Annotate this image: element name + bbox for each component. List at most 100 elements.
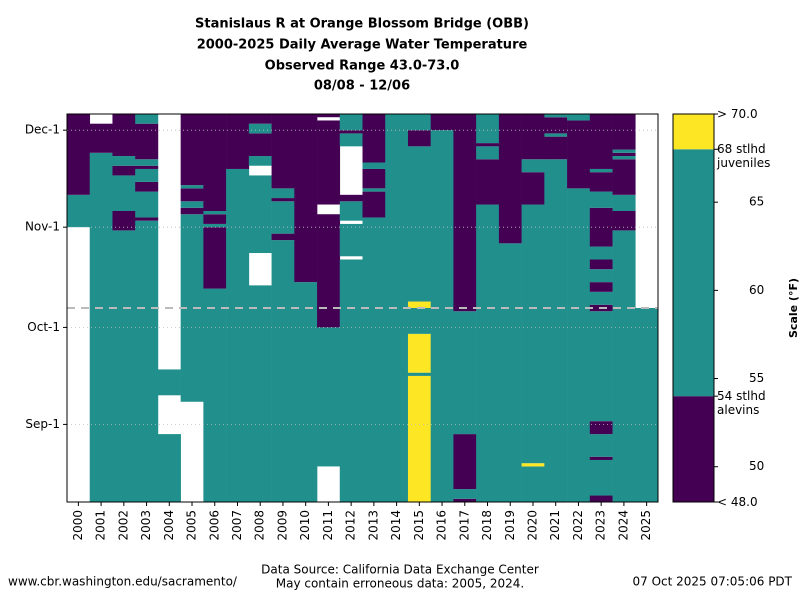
x-tick-label: 2010 bbox=[298, 510, 312, 541]
x-tick-label: 2020 bbox=[525, 510, 539, 541]
x-tick-label: 2025 bbox=[639, 510, 653, 541]
cell bbox=[135, 191, 159, 218]
cell bbox=[612, 211, 636, 231]
cell bbox=[430, 130, 454, 502]
colorbar-band bbox=[673, 114, 714, 150]
y-tick-label: Nov-1 bbox=[25, 220, 60, 234]
cell bbox=[203, 227, 227, 289]
cell bbox=[203, 114, 227, 211]
cell bbox=[612, 156, 636, 160]
cell bbox=[362, 162, 386, 169]
cell bbox=[135, 159, 159, 166]
title: Stanislaus R at Orange Blossom Bridge (O… bbox=[195, 17, 529, 32]
colorbar-tick-label: 65 bbox=[749, 195, 764, 209]
cell bbox=[453, 311, 477, 435]
cell bbox=[248, 114, 272, 124]
cell bbox=[589, 459, 613, 496]
x-tick-label: 2011 bbox=[321, 510, 335, 541]
cell bbox=[567, 188, 591, 502]
x-tick-label: 2024 bbox=[616, 510, 630, 541]
cell bbox=[248, 156, 272, 166]
x-tick-label: 2018 bbox=[480, 510, 494, 541]
cell bbox=[180, 185, 204, 189]
cell bbox=[476, 143, 500, 147]
colorbar-tick-label: 50 bbox=[749, 459, 764, 473]
x-tick-label: 2022 bbox=[571, 510, 585, 541]
cell bbox=[317, 327, 341, 467]
x-tick-label: 2006 bbox=[207, 510, 221, 541]
cell bbox=[521, 159, 545, 173]
cell bbox=[407, 301, 431, 308]
cell bbox=[339, 223, 363, 257]
cell bbox=[271, 114, 295, 189]
cell bbox=[112, 165, 136, 176]
cell bbox=[589, 207, 613, 247]
cell bbox=[362, 191, 386, 218]
colorbar-label: > 70.0 bbox=[717, 107, 758, 121]
cell bbox=[544, 114, 568, 118]
cell bbox=[180, 214, 204, 402]
cell bbox=[362, 188, 386, 192]
cell bbox=[589, 246, 613, 260]
cell bbox=[135, 165, 159, 169]
cell bbox=[453, 489, 477, 499]
cell bbox=[612, 152, 636, 157]
cell bbox=[271, 201, 295, 234]
cell bbox=[135, 114, 159, 124]
x-tick-label: 2004 bbox=[162, 510, 176, 541]
cell bbox=[203, 288, 227, 502]
cell bbox=[135, 181, 159, 192]
x-tick-label: 2017 bbox=[457, 510, 471, 541]
x-tick-label: 2008 bbox=[253, 510, 267, 541]
x-tick-label: 2013 bbox=[366, 510, 380, 541]
colorbar-label: Scale (°F) bbox=[787, 278, 800, 338]
cell bbox=[589, 114, 613, 169]
cell bbox=[589, 282, 613, 292]
colorbar-band bbox=[673, 396, 714, 502]
cell bbox=[362, 168, 386, 189]
cell bbox=[180, 114, 204, 186]
colorbar-band bbox=[673, 149, 714, 397]
cell bbox=[589, 434, 613, 457]
cell bbox=[89, 152, 113, 503]
cell bbox=[248, 285, 272, 502]
x-tick-label: 2014 bbox=[389, 510, 403, 541]
x-tick-label: 2003 bbox=[139, 510, 153, 541]
cell bbox=[407, 333, 431, 373]
cell bbox=[521, 466, 545, 502]
cell bbox=[453, 498, 477, 502]
cell bbox=[248, 123, 272, 134]
cell bbox=[521, 463, 545, 467]
cell bbox=[407, 130, 431, 147]
cell bbox=[407, 146, 431, 302]
cell bbox=[362, 217, 386, 502]
title: Observed Range 43.0-73.0 bbox=[265, 59, 460, 74]
footer-center: May contain erroneous data: 2005, 2024. bbox=[276, 577, 525, 591]
cell bbox=[521, 172, 545, 205]
x-tick-label: 2023 bbox=[594, 510, 608, 541]
cell bbox=[339, 201, 363, 221]
colorbar-label: 54 stlhd alevins bbox=[717, 389, 766, 418]
cell bbox=[589, 291, 613, 305]
cell bbox=[112, 114, 136, 157]
cell bbox=[589, 311, 613, 422]
cell bbox=[453, 434, 477, 490]
cell bbox=[226, 114, 250, 169]
cell bbox=[226, 168, 250, 502]
cell bbox=[453, 114, 477, 312]
x-tick-label: 2001 bbox=[94, 510, 108, 541]
cell bbox=[294, 114, 318, 283]
x-tick-label: 2016 bbox=[435, 510, 449, 541]
title: 2000-2025 Daily Average Water Temperatur… bbox=[197, 38, 528, 53]
y-tick-label: Dec-1 bbox=[25, 123, 60, 137]
footer-center: Data Source: California Data Exchange Ce… bbox=[261, 563, 539, 577]
plot-frame bbox=[66, 113, 659, 503]
cell bbox=[294, 282, 318, 502]
cell bbox=[67, 114, 91, 195]
colorbar-frame bbox=[672, 113, 715, 503]
cell bbox=[271, 188, 295, 199]
colorbar-label: 68 stlhd juveniles bbox=[717, 142, 771, 171]
cell bbox=[339, 114, 363, 131]
cell bbox=[521, 114, 545, 160]
